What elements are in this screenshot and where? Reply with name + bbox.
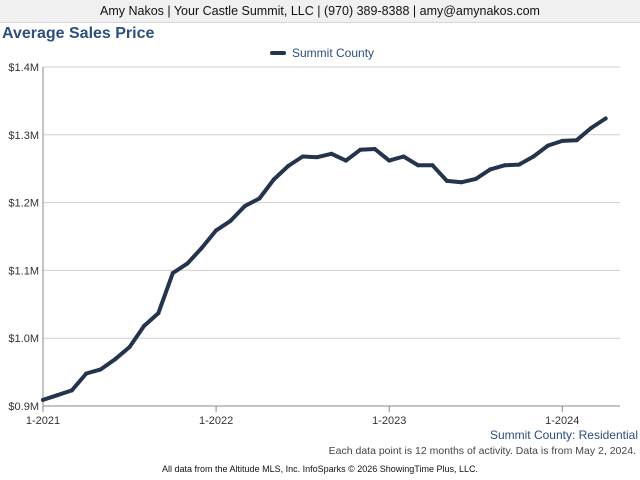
data-point	[574, 138, 579, 143]
data-point	[84, 371, 89, 376]
data-point	[315, 155, 320, 160]
y-tick-label: $1.3M	[8, 130, 39, 142]
data-point	[401, 154, 406, 159]
header-banner: Amy Nakos | Your Castle Summit, LLC | (9…	[0, 0, 640, 23]
data-point	[329, 151, 334, 156]
data-point	[517, 162, 522, 167]
x-tick-label: 1-2023	[372, 415, 406, 427]
data-point	[589, 126, 594, 131]
data-point	[387, 158, 392, 163]
x-tick-label: 1-2022	[199, 415, 233, 427]
grid-lines	[43, 66, 620, 407]
chart-legend[interactable]: Summit County	[270, 46, 374, 60]
chart-title: Average Sales Price	[2, 25, 155, 42]
data-point	[372, 147, 377, 152]
series-layer	[41, 116, 608, 402]
data-point	[141, 323, 146, 328]
data-point	[271, 177, 276, 182]
x-tick-label: 1-2024	[545, 415, 579, 427]
data-point	[545, 143, 550, 148]
legend-swatch	[270, 51, 286, 55]
y-tick-label: $1.4M	[8, 62, 39, 74]
data-point	[488, 167, 493, 172]
header-contact-text: Amy Nakos | Your Castle Summit, LLC | (9…	[100, 4, 540, 18]
data-point	[228, 218, 233, 223]
data-point	[257, 196, 262, 201]
y-tick-label: $0.9M	[8, 401, 39, 413]
data-point	[127, 345, 132, 350]
data-point	[55, 393, 60, 398]
axes: $0.9M $1.0M $1.1M $1.2M $1.3M $1.4M 1-2021 1-20…	[8, 62, 579, 427]
data-point	[416, 163, 421, 168]
data-point	[156, 311, 161, 316]
data-point	[473, 176, 478, 181]
x-tick-label: 1-2021	[26, 415, 60, 427]
data-point	[444, 178, 449, 183]
data-point	[199, 246, 204, 251]
footer-note: Each data point is 12 months of activity…	[328, 445, 636, 457]
data-point	[185, 261, 190, 266]
data-point	[286, 163, 291, 168]
data-point	[531, 154, 536, 159]
data-point	[358, 147, 363, 152]
footer-source: All data from the Altitude MLS, Inc. Inf…	[162, 464, 478, 474]
data-point	[170, 271, 175, 276]
y-tick-label: $1.1M	[8, 265, 39, 277]
data-point	[300, 154, 305, 159]
data-point	[69, 388, 74, 393]
footer-series-label: Summit County: Residential	[489, 428, 638, 442]
data-point	[343, 158, 348, 163]
data-point	[459, 180, 464, 185]
y-tick-label: $1.0M	[8, 333, 39, 345]
data-point	[113, 357, 118, 362]
data-point	[502, 163, 507, 168]
data-point	[603, 116, 608, 121]
series-line	[41, 116, 608, 402]
data-point	[560, 138, 565, 143]
y-tick-label: $1.2M	[8, 198, 39, 210]
data-point	[214, 228, 219, 233]
data-point	[98, 367, 103, 372]
data-point	[41, 397, 45, 402]
data-point	[430, 163, 435, 168]
data-point	[242, 203, 247, 208]
legend-label: Summit County	[292, 46, 375, 60]
